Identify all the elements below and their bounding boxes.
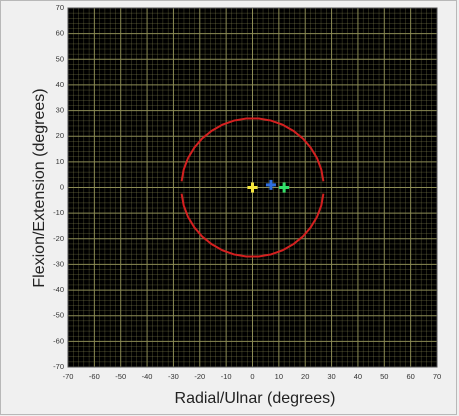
x-tick-label: 0 bbox=[250, 372, 254, 381]
x-tick-label: -40 bbox=[142, 372, 153, 381]
y-tick-label: -30 bbox=[53, 259, 64, 268]
marker bbox=[247, 182, 258, 193]
y-tick-label: 50 bbox=[56, 54, 64, 63]
x-tick-label: -70 bbox=[63, 372, 74, 381]
y-tick-label: 20 bbox=[56, 131, 64, 140]
x-tick-label: -30 bbox=[168, 372, 179, 381]
x-axis-title: Radial/Ulnar (degrees) bbox=[175, 390, 336, 407]
y-tick-label: 30 bbox=[56, 106, 64, 115]
y-tick-label: -20 bbox=[53, 234, 64, 243]
y-tick-label: 0 bbox=[60, 182, 64, 191]
marker bbox=[279, 182, 290, 193]
curve bbox=[180, 117, 325, 258]
marker bbox=[265, 179, 276, 190]
y-tick-label: -70 bbox=[53, 362, 64, 371]
x-tick-label: 70 bbox=[433, 372, 441, 381]
y-tick-label: -50 bbox=[53, 311, 64, 320]
y-tick-label: 10 bbox=[56, 157, 64, 166]
y-tick-label: 60 bbox=[56, 29, 64, 38]
x-tick-label: -50 bbox=[115, 372, 126, 381]
x-tick-label: 10 bbox=[275, 372, 283, 381]
y-axis-title: Flexion/Extension (degrees) bbox=[31, 88, 48, 287]
x-tick-label: -10 bbox=[221, 372, 232, 381]
y-tick-label: -40 bbox=[53, 285, 64, 294]
x-tick-label: -20 bbox=[194, 372, 205, 381]
y-tick-label: 40 bbox=[56, 80, 64, 89]
x-tick-label: 60 bbox=[406, 372, 414, 381]
x-tick-label: 30 bbox=[327, 372, 335, 381]
y-tick-label: -10 bbox=[53, 208, 64, 217]
x-tick-label: 40 bbox=[354, 372, 362, 381]
x-tick-label: -60 bbox=[89, 372, 100, 381]
y-tick-label: 70 bbox=[56, 3, 64, 12]
plot-frame bbox=[67, 7, 438, 368]
y-tick-label: -60 bbox=[53, 336, 64, 345]
x-tick-label: 50 bbox=[380, 372, 388, 381]
x-tick-label: 20 bbox=[301, 372, 309, 381]
